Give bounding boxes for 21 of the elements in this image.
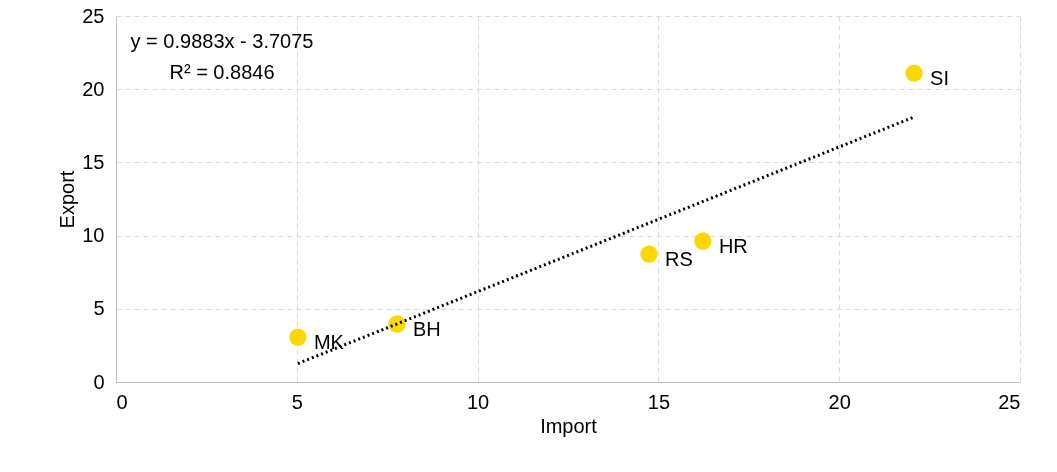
x-tick-label: 10 [466,390,490,413]
annotation: HR [718,235,748,258]
annotation: BH [412,318,441,341]
x-axis-title: Import [540,414,598,437]
y-tick-label: 5 [93,297,105,320]
y-axis-title: Export [56,170,79,229]
y-tick-label: 20 [82,77,105,100]
x-tick-label: 0 [116,390,128,413]
y-tick-label: 10 [82,224,105,247]
x-tick-label: 5 [291,390,303,413]
annotation: RS [665,248,693,271]
annotation: MK [313,331,345,354]
x-tick-label: 25 [998,390,1021,413]
annotation: y = 0.9883x - 3.7075 [130,30,314,52]
annotation: SI [930,67,949,90]
y-tick-label: 0 [93,370,105,393]
x-tick-label: 15 [647,390,671,413]
x-tick-label: 20 [828,390,851,413]
y-tick-label: 15 [82,150,105,173]
y-tick-label: 25 [82,4,105,27]
annotation: R² = 0.8846 [169,61,275,83]
